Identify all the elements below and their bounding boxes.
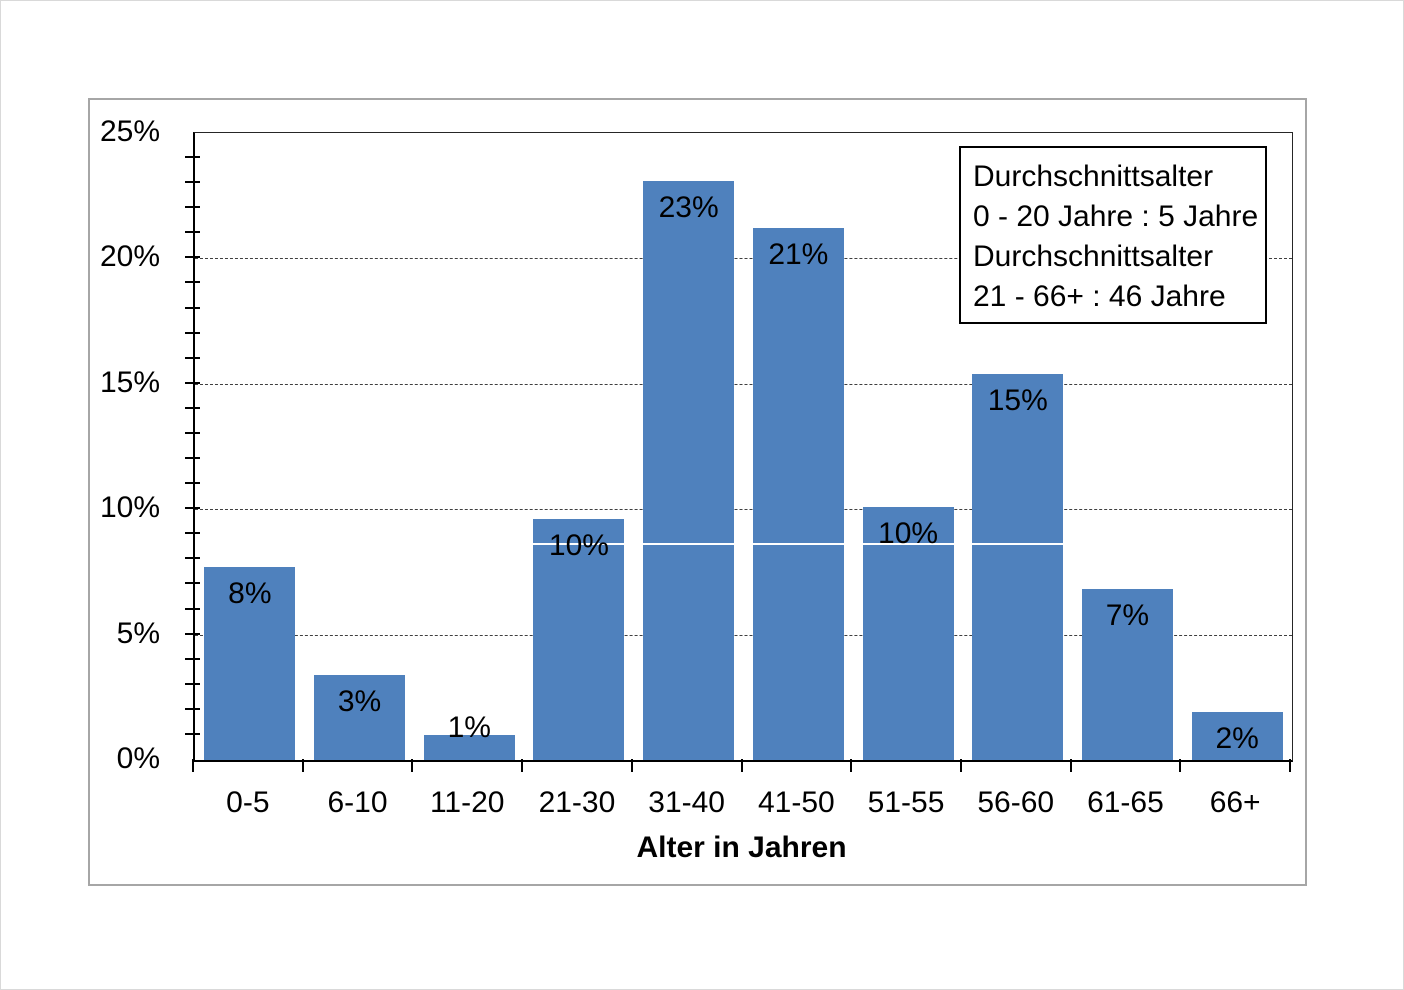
x-axis-tick bbox=[740, 759, 743, 772]
y-axis-tick bbox=[185, 231, 200, 234]
bar-41-50 bbox=[752, 228, 844, 760]
y-axis-tick bbox=[185, 632, 200, 635]
bar-value-label: 1% bbox=[447, 710, 491, 744]
bar-value-label: 10% bbox=[878, 516, 939, 550]
x-axis-tick-label: 61-65 bbox=[1087, 786, 1164, 819]
y-axis-tick bbox=[185, 181, 200, 184]
white-hairline bbox=[195, 543, 1292, 546]
x-axis-tick bbox=[192, 759, 194, 772]
bar-11-20 bbox=[423, 734, 515, 760]
bar-value-label: 21% bbox=[768, 238, 829, 272]
y-axis-tick-label: 10% bbox=[99, 491, 160, 525]
x-axis-tick-label: 51-55 bbox=[867, 786, 945, 819]
bar-0-5 bbox=[204, 566, 296, 760]
x-axis-tick-label: 0-5 bbox=[226, 786, 270, 819]
y-axis-tick bbox=[185, 156, 200, 159]
bar-66 bbox=[1191, 712, 1283, 760]
bar-value-label: 23% bbox=[658, 190, 719, 224]
y-axis-tick bbox=[185, 331, 200, 334]
x-axis-tick bbox=[301, 759, 304, 772]
bar-61-65 bbox=[1081, 589, 1173, 760]
y-axis-tick bbox=[185, 206, 200, 209]
y-axis-tick bbox=[185, 707, 200, 710]
x-axis-tick bbox=[521, 759, 524, 772]
plot-area: 8% 3% 1% 10% 23% 21% 10% 15% 7% 2% bbox=[193, 132, 1293, 762]
chart-frame: 8% 3% 1% 10% 23% 21% 10% 15% 7% 2% 0% 5% 10% 15% 20% 2… bbox=[88, 98, 1307, 886]
bar-value-label: 8% bbox=[228, 576, 272, 610]
x-axis-tick-label: 41-50 bbox=[757, 786, 835, 819]
y-axis-tick-label: 0% bbox=[116, 742, 160, 775]
y-axis-tick bbox=[185, 306, 200, 309]
annotation-line: Durchschnittsalter bbox=[973, 160, 1214, 193]
x-axis-tick bbox=[1289, 759, 1291, 772]
bar-value-label: 7% bbox=[1105, 599, 1150, 633]
x-axis-tick-label: 66+ bbox=[1209, 786, 1261, 819]
y-axis-tick bbox=[185, 482, 200, 485]
y-axis-tick bbox=[185, 507, 200, 510]
y-axis-tick bbox=[185, 431, 200, 434]
x-axis-tick bbox=[411, 759, 414, 772]
y-axis-tick bbox=[185, 607, 200, 610]
y-axis-tick bbox=[185, 356, 200, 359]
annotation-box: Durchschnittsalter 0 - 20 Jahre : 5 Jahr… bbox=[959, 146, 1267, 324]
y-axis-tick-label: 15% bbox=[99, 365, 160, 399]
y-axis-tick bbox=[185, 532, 200, 535]
x-axis-tick-label: 56-60 bbox=[977, 786, 1055, 819]
x-axis-tick bbox=[630, 759, 633, 772]
bar-56-60 bbox=[972, 373, 1064, 760]
x-axis-title: Alter in Jahren bbox=[636, 831, 847, 864]
x-axis-tick bbox=[850, 759, 853, 772]
bar-6-10 bbox=[314, 674, 406, 760]
y-axis-tick bbox=[185, 582, 200, 585]
bar-value-label: 10% bbox=[548, 529, 609, 563]
y-axis-tick bbox=[185, 256, 200, 259]
bar-21-30 bbox=[533, 519, 625, 760]
x-axis-tick bbox=[1179, 759, 1182, 772]
y-axis-tick bbox=[185, 381, 200, 384]
x-axis-tick-label: 21-30 bbox=[538, 786, 616, 819]
bar-51-55 bbox=[862, 506, 954, 760]
x-axis-tick bbox=[959, 759, 962, 772]
annotation-line: 0 - 20 Jahre : 5 Jahre bbox=[973, 200, 1259, 233]
y-axis-tick bbox=[185, 406, 200, 409]
y-axis-tick bbox=[185, 557, 200, 560]
y-gridline bbox=[195, 634, 1292, 636]
y-axis-tick-label: 5% bbox=[116, 616, 160, 650]
bar-value-label: 15% bbox=[987, 383, 1048, 417]
y-axis-tick bbox=[185, 281, 200, 284]
y-axis-tick-label: 20% bbox=[99, 240, 160, 274]
x-axis-tick-label: 31-40 bbox=[648, 786, 725, 819]
y-axis-tick-label: 25% bbox=[99, 115, 160, 148]
annotation-line: Durchschnittsalter bbox=[973, 240, 1214, 273]
bar-value-label: 3% bbox=[337, 684, 382, 718]
x-axis-tick-label: 11-20 bbox=[429, 786, 505, 819]
y-axis-tick bbox=[185, 457, 200, 460]
y-axis-tick bbox=[185, 732, 200, 735]
y-gridline bbox=[195, 509, 1292, 511]
annotation-line: 21 - 66+ : 46 Jahre bbox=[973, 280, 1226, 313]
y-gridline bbox=[195, 258, 1292, 260]
bar-value-label: 2% bbox=[1215, 722, 1259, 756]
x-axis-tick-label: 6-10 bbox=[327, 786, 388, 819]
y-axis-tick bbox=[185, 657, 200, 660]
bar-31-40 bbox=[643, 180, 735, 760]
y-gridline bbox=[195, 383, 1292, 385]
x-axis-tick bbox=[1069, 759, 1072, 772]
y-axis-tick bbox=[185, 682, 200, 685]
